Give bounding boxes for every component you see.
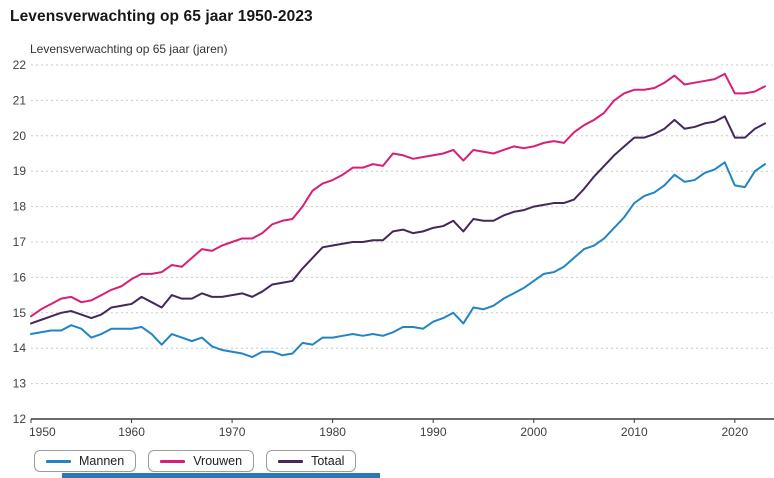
- x-tick-label: 2020: [721, 425, 748, 439]
- y-tick-label: 14: [13, 341, 27, 355]
- legend-label-totaal: Totaal: [311, 454, 345, 468]
- y-tick-label: 13: [13, 377, 27, 391]
- x-tick-label: 2000: [520, 425, 547, 439]
- y-tick-label: 16: [13, 270, 27, 284]
- y-tick-label: 18: [13, 200, 27, 214]
- x-tick-label: 1990: [420, 425, 447, 439]
- x-tick-label: 2010: [621, 425, 648, 439]
- y-tick-label: 12: [13, 412, 27, 426]
- x-tick-label: 1950: [29, 425, 56, 439]
- legend-item-mannen[interactable]: Mannen: [34, 450, 137, 472]
- legend: Mannen Vrouwen Totaal: [34, 450, 357, 472]
- y-tick-label: 20: [13, 129, 27, 143]
- series-line-totaal: [30, 115, 766, 325]
- x-tick-label: 1980: [319, 425, 346, 439]
- x-tick-label: 1970: [219, 425, 246, 439]
- legend-label-vrouwen: Vrouwen: [193, 454, 243, 468]
- legend-item-totaal[interactable]: Totaal: [266, 450, 357, 472]
- series-line-vrouwen: [30, 72, 766, 318]
- series-line-mannen: [30, 161, 766, 359]
- legend-swatch-vrouwen: [160, 459, 186, 463]
- y-tick-label: 19: [13, 164, 27, 178]
- chart-title: Levensverwachting op 65 jaar 1950-2023: [10, 8, 313, 25]
- y-tick-label: 15: [13, 306, 27, 320]
- x-tick-label: 1960: [118, 425, 145, 439]
- y-tick-label: 21: [13, 93, 27, 107]
- legend-label-mannen: Mannen: [79, 454, 125, 468]
- legend-swatch-totaal: [278, 459, 304, 463]
- y-tick-label: 17: [13, 235, 27, 249]
- y-tick-label: 22: [13, 58, 27, 72]
- legend-item-vrouwen[interactable]: Vrouwen: [148, 450, 255, 472]
- legend-swatch-mannen: [46, 459, 71, 463]
- bottom-blue-bar: [62, 473, 380, 478]
- line-chart: 12 13 14 15 16 17 18 19 20 21 22 1950 1960 1970 1980 19…: [13, 58, 774, 439]
- y-axis-title: Levensverwachting op 65 jaar (jaren): [30, 42, 228, 56]
